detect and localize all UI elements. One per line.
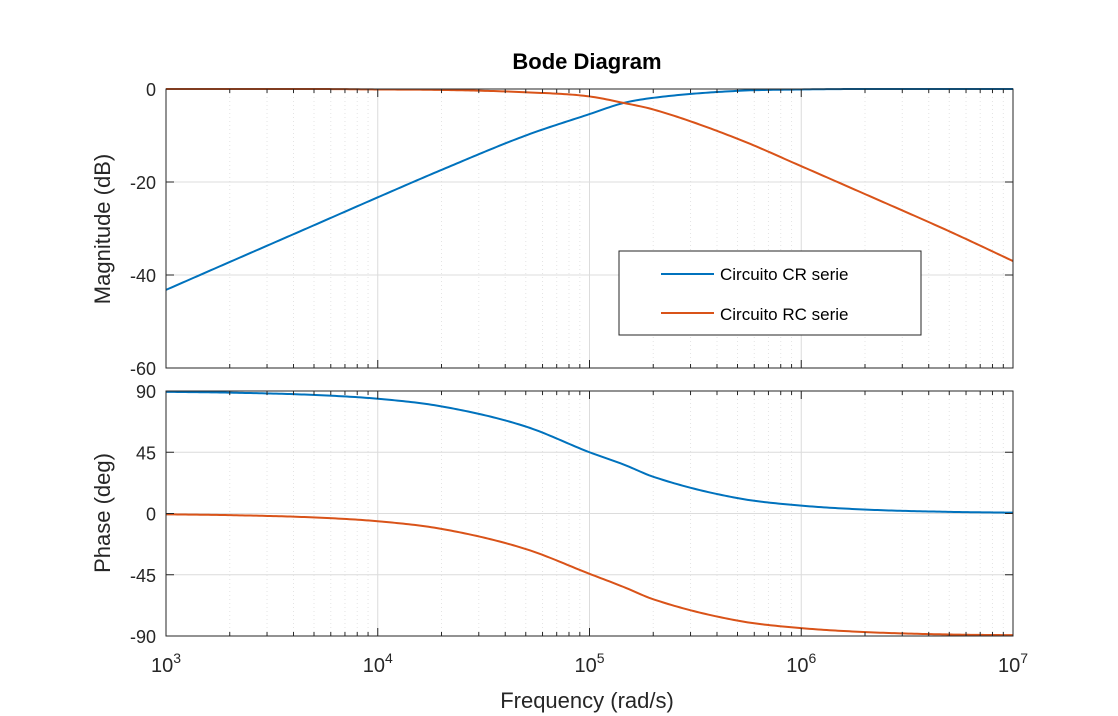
x-tick-label: 107 <box>998 650 1028 677</box>
phase-series-rc <box>165 513 1014 637</box>
x-tick-label: 105 <box>574 650 604 677</box>
x-axis-label: Frequency (rad/s) <box>500 688 674 713</box>
phase-lines <box>165 390 1014 637</box>
phase-ytick-label: 45 <box>136 443 156 463</box>
phase-ytick-label: -90 <box>130 627 156 647</box>
x-tick-label: 103 <box>151 650 181 677</box>
magnitude-panel: 0 -20 -40 -60 Magnitude (dB) Circuito CR se… <box>90 80 1014 379</box>
phase-ytick-label: 0 <box>146 505 156 525</box>
legend-label-rc: Circuito RC serie <box>720 305 848 324</box>
phase-series-cr <box>165 390 1014 514</box>
phase-ytick-label: -45 <box>130 566 156 586</box>
phase-ticks: 90 45 0 -45 -90 <box>130 382 1013 647</box>
magnitude-ticks: 0 -20 -40 -60 <box>130 80 1013 379</box>
magnitude-ytick-label: -20 <box>130 173 156 193</box>
x-tick-label: 104 <box>363 650 393 677</box>
phase-panel: 90 45 0 -45 -90 Phase (deg) <box>90 382 1014 647</box>
magnitude-ytick-label: 0 <box>146 80 156 100</box>
magnitude-ytick-label: -40 <box>130 266 156 286</box>
legend-box <box>618 250 922 336</box>
phase-ytick-label: 90 <box>136 382 156 402</box>
magnitude-ylabel: Magnitude (dB) <box>90 154 115 304</box>
magnitude-ytick-label: -60 <box>130 359 156 379</box>
legend-label-cr: Circuito CR serie <box>720 265 848 284</box>
phase-ylabel: Phase (deg) <box>90 453 115 573</box>
x-tick-label: 106 <box>786 650 816 677</box>
x-tick-labels: 103 104 105 106 107 <box>151 650 1028 677</box>
chart-title: Bode Diagram <box>512 49 661 74</box>
legend: Circuito CR serie Circuito RC serie <box>618 250 922 336</box>
